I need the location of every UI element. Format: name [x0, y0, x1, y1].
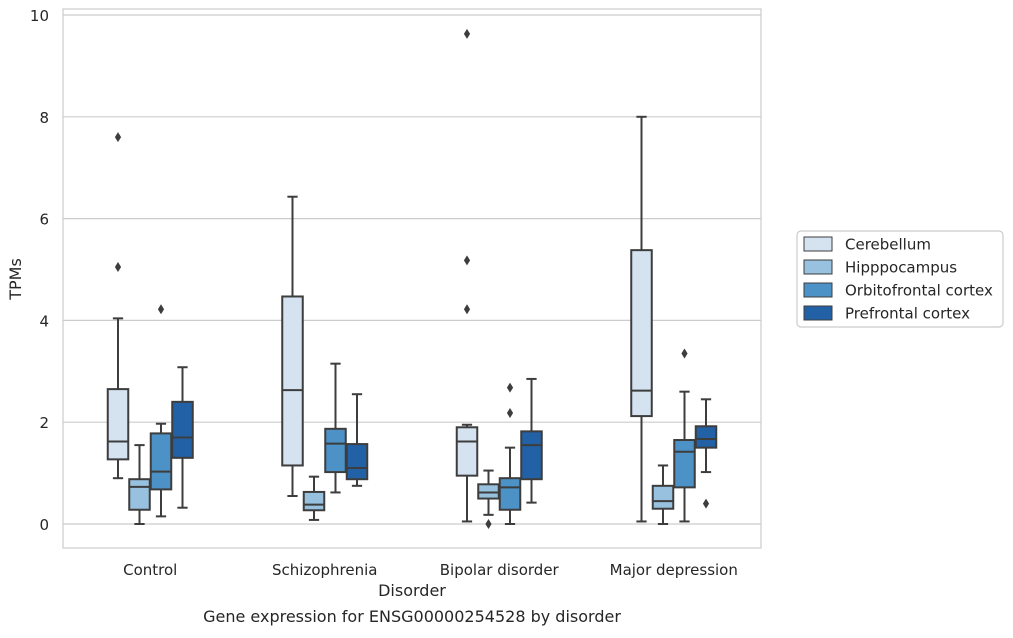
box-iqr — [630, 249, 653, 418]
box-iqr — [673, 439, 696, 489]
box-group — [302, 475, 326, 521]
box-group — [455, 28, 479, 523]
legend-label: Cerebellum — [845, 236, 931, 254]
outlier-point — [506, 408, 514, 419]
y-tick-label: 2 — [39, 414, 49, 432]
box-iqr — [302, 490, 326, 512]
box-group — [498, 382, 522, 525]
legend: Cerebellum Hipppocampus Orbitofrontal cort… — [796, 230, 1004, 328]
box-iqr — [694, 425, 718, 449]
x-tick-labels: Control Schizophrenia Bipolar disorder Majo… — [123, 561, 738, 579]
y-tick-label: 4 — [39, 312, 49, 330]
box-iqr — [520, 430, 543, 481]
box-iqr — [106, 388, 130, 461]
outlier-point — [702, 498, 710, 509]
box-group — [673, 348, 696, 523]
box-iqr — [498, 477, 522, 511]
box-iqr — [128, 478, 151, 511]
legend-frame — [796, 230, 1004, 328]
plot-frame — [62, 8, 762, 549]
chart-title: Gene expression for ENSG00000254528 by d… — [203, 607, 621, 626]
y-tick-label: 6 — [39, 211, 49, 229]
x-tick-label: Bipolar disorder — [440, 561, 560, 579]
legend-swatch — [803, 282, 833, 298]
legend-label: Hipppocampus — [845, 259, 957, 277]
legend-swatch — [803, 259, 833, 275]
legend-swatch — [803, 236, 833, 252]
y-tick-label: 0 — [39, 516, 49, 534]
x-tick-label: Major depression — [610, 561, 738, 579]
box-iqr — [651, 484, 675, 510]
legend-swatch — [803, 305, 833, 321]
y-axis-label: TPMs — [6, 258, 25, 301]
box-iqr — [345, 443, 369, 481]
box-iqr — [324, 427, 347, 474]
box-group — [128, 444, 151, 525]
box-group — [520, 377, 543, 504]
box-layer — [106, 28, 718, 529]
box-iqr — [149, 432, 173, 491]
box-group — [149, 304, 173, 518]
x-tick-label: Schizophrenia — [272, 561, 377, 579]
box-iqr — [455, 426, 479, 477]
box-group — [345, 393, 369, 487]
legend-label: Orbitofrontal cortex — [845, 282, 993, 300]
box-group — [281, 195, 304, 498]
outlier-point — [463, 304, 471, 315]
box-group — [477, 469, 500, 529]
outlier-point — [463, 255, 471, 266]
box-group — [171, 366, 194, 509]
y-tick-label: 8 — [39, 109, 49, 127]
box-iqr — [477, 483, 500, 500]
box-group — [694, 398, 718, 509]
box-group — [324, 362, 347, 494]
outlier-point — [485, 519, 492, 529]
legend-label: Prefrontal cortex — [845, 305, 970, 323]
box-group — [651, 464, 675, 525]
box-iqr — [281, 295, 304, 467]
x-axis-label: Disorder — [378, 581, 446, 600]
box-group — [106, 132, 130, 480]
outlier-point — [506, 382, 514, 393]
outlier-point — [157, 304, 165, 315]
outlier-point — [114, 132, 122, 143]
outlier-point — [681, 348, 688, 359]
outlier-point — [114, 261, 122, 272]
y-tick-label: 10 — [30, 7, 49, 25]
x-tick-label: Control — [123, 561, 177, 579]
y-tick-labels: 0 2 4 6 8 10 — [30, 7, 49, 534]
box-iqr — [171, 400, 194, 459]
box-group — [630, 115, 653, 523]
outlier-point — [463, 28, 471, 39]
